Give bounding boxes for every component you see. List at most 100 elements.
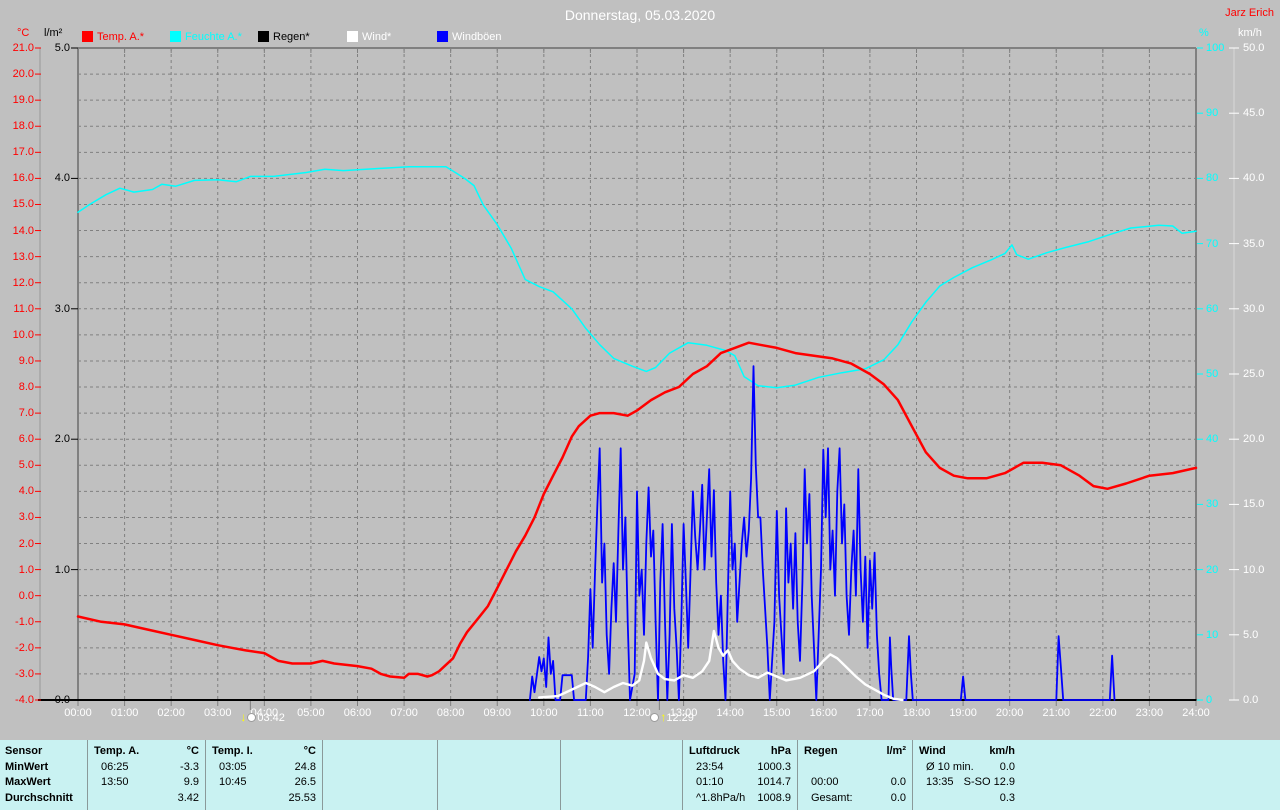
humidity-axis-label: 40 <box>1206 433 1219 446</box>
legend-swatch-icon <box>437 31 448 42</box>
temp-axis-label: 3.0 <box>18 511 34 524</box>
table-column-unit: hPa <box>770 745 791 757</box>
x-axis-label: 00:00 <box>64 707 92 719</box>
temp-axis-label: 12.0 <box>12 276 34 289</box>
wind-axis-label: 25.0 <box>1243 368 1265 380</box>
wind-axis-label: 35.0 <box>1243 237 1265 250</box>
humidity-axis-label: 70 <box>1206 237 1219 250</box>
table-column-divider <box>682 740 683 810</box>
rain-axis-label: 0.0 <box>54 694 70 706</box>
table-cell-time: 13:35 <box>926 776 954 788</box>
table-cell-time: 10:45 <box>219 776 247 788</box>
wind-axis-label: 5.0 <box>1243 628 1259 641</box>
table-cell-value: -3.3 <box>180 761 199 773</box>
table-cell-time: Ø 10 min. <box>926 761 974 773</box>
x-axis-label: 13:00 <box>669 707 698 719</box>
humidity-axis-label: 100 <box>1206 42 1225 54</box>
x-axis-label: 18:00 <box>902 707 931 719</box>
table-cell-value: 1008.9 <box>757 792 791 804</box>
temp-axis-label: 1.0 <box>18 563 34 576</box>
temp-axis-label: 11.0 <box>13 302 34 315</box>
temp-axis-label: 19.0 <box>12 94 34 107</box>
rain-axis-label: 2.0 <box>54 433 70 446</box>
table-cell-time: 03:05 <box>219 761 247 773</box>
humidity-axis-label: 90 <box>1206 107 1219 120</box>
moon-icon <box>247 712 257 722</box>
table-column-header: Temp. A. <box>94 745 140 757</box>
temp-axis-label: 15.0 <box>12 198 34 211</box>
legend-label: Regen* <box>273 31 310 43</box>
table-cell-value: 1000.3 <box>757 761 791 773</box>
temp-axis-label: 2.0 <box>18 537 34 550</box>
table-column-unit: l/m² <box>886 745 906 757</box>
series-feuchte-a- <box>77 165 1197 389</box>
table-cell-value: 25.53 <box>288 792 316 804</box>
wind-axis-label: 20.0 <box>1243 433 1265 446</box>
humidity-axis-label: 10 <box>1206 628 1219 641</box>
wind-axis-label: 45.0 <box>1243 107 1265 120</box>
temp-axis-label: 21.0 <box>12 42 34 54</box>
x-axis-label: 22:00 <box>1089 707 1117 719</box>
table-column-unit: km/h <box>989 745 1015 757</box>
legend-swatch-icon <box>347 31 358 42</box>
table-column-divider <box>797 740 798 810</box>
table-column-header: Wind <box>919 745 946 757</box>
arrow-up-icon: ↑ <box>660 710 667 724</box>
humidity-axis-label: 50 <box>1206 368 1219 380</box>
wind-axis-label: 50.0 <box>1243 42 1265 54</box>
wind-axis-label: 15.0 <box>1243 498 1265 511</box>
wind-axis-label: 40.0 <box>1243 172 1265 185</box>
temp-axis-label: -2.0 <box>15 641 34 654</box>
humidity-axis-label: 20 <box>1206 563 1219 576</box>
temp-axis-label: -3.0 <box>15 667 34 680</box>
temp-axis-label: 20.0 <box>12 68 34 81</box>
temp-axis-label: 0.0 <box>18 589 34 602</box>
x-axis-label: 16:00 <box>809 707 838 719</box>
x-axis-label: 05:00 <box>297 707 325 719</box>
table-column-divider <box>560 740 561 810</box>
series-wind <box>538 629 904 702</box>
table-row-label: Sensor <box>5 745 43 757</box>
moon-icon <box>650 712 660 722</box>
table-cell-value: 26.5 <box>294 776 316 788</box>
temp-axis-title: °C <box>17 27 30 39</box>
rain-axis-label: 5.0 <box>54 42 70 54</box>
wind-axis-label: 30.0 <box>1243 302 1265 315</box>
x-axis-label: 04:00 <box>250 707 279 719</box>
table-cell-value: 24.8 <box>294 761 316 773</box>
humidity-axis-title: % <box>1199 27 1209 39</box>
table-column-header: Temp. I. <box>212 745 253 757</box>
table-cell-time: Gesamt: <box>811 792 853 804</box>
humidity-axis-label: 0 <box>1206 694 1213 706</box>
x-axis-label: 10:00 <box>530 707 558 719</box>
table-column-header: Regen <box>804 745 838 757</box>
legend-swatch-icon <box>82 31 93 42</box>
table-cell-value: 0.0 <box>890 792 906 804</box>
table-column-divider <box>87 740 88 810</box>
temp-axis-label: 8.0 <box>18 381 34 394</box>
arrow-down-icon: ↓ <box>240 710 247 724</box>
x-axis-label: 21:00 <box>1042 707 1071 719</box>
table-cell-time: 23:54 <box>696 761 724 773</box>
x-axis-label: 12:00 <box>623 707 651 719</box>
legend-label: Wind* <box>362 31 392 43</box>
x-axis-label: 17:00 <box>856 707 884 719</box>
table-column-divider <box>437 740 438 810</box>
table-column-divider <box>205 740 206 810</box>
table-cell-value: 0.0 <box>890 776 906 788</box>
rain-axis-label: 3.0 <box>54 302 70 315</box>
temp-axis-label: 17.0 <box>12 146 34 159</box>
x-axis-label: 08:00 <box>436 707 465 719</box>
legend-label: Temp. A.* <box>97 31 145 43</box>
rain-axis-label: 4.0 <box>54 172 70 185</box>
x-axis-label: 20:00 <box>995 707 1024 719</box>
series-windb-en <box>529 365 1116 701</box>
temp-axis-label: 4.0 <box>18 485 34 498</box>
table-cell-time: 00:00 <box>811 776 839 788</box>
wind-axis-label: 10.0 <box>1243 563 1265 576</box>
legend-swatch-icon <box>258 31 269 42</box>
table-cell-value: 0.0 <box>999 761 1015 773</box>
temp-axis-label: 6.0 <box>18 433 34 446</box>
